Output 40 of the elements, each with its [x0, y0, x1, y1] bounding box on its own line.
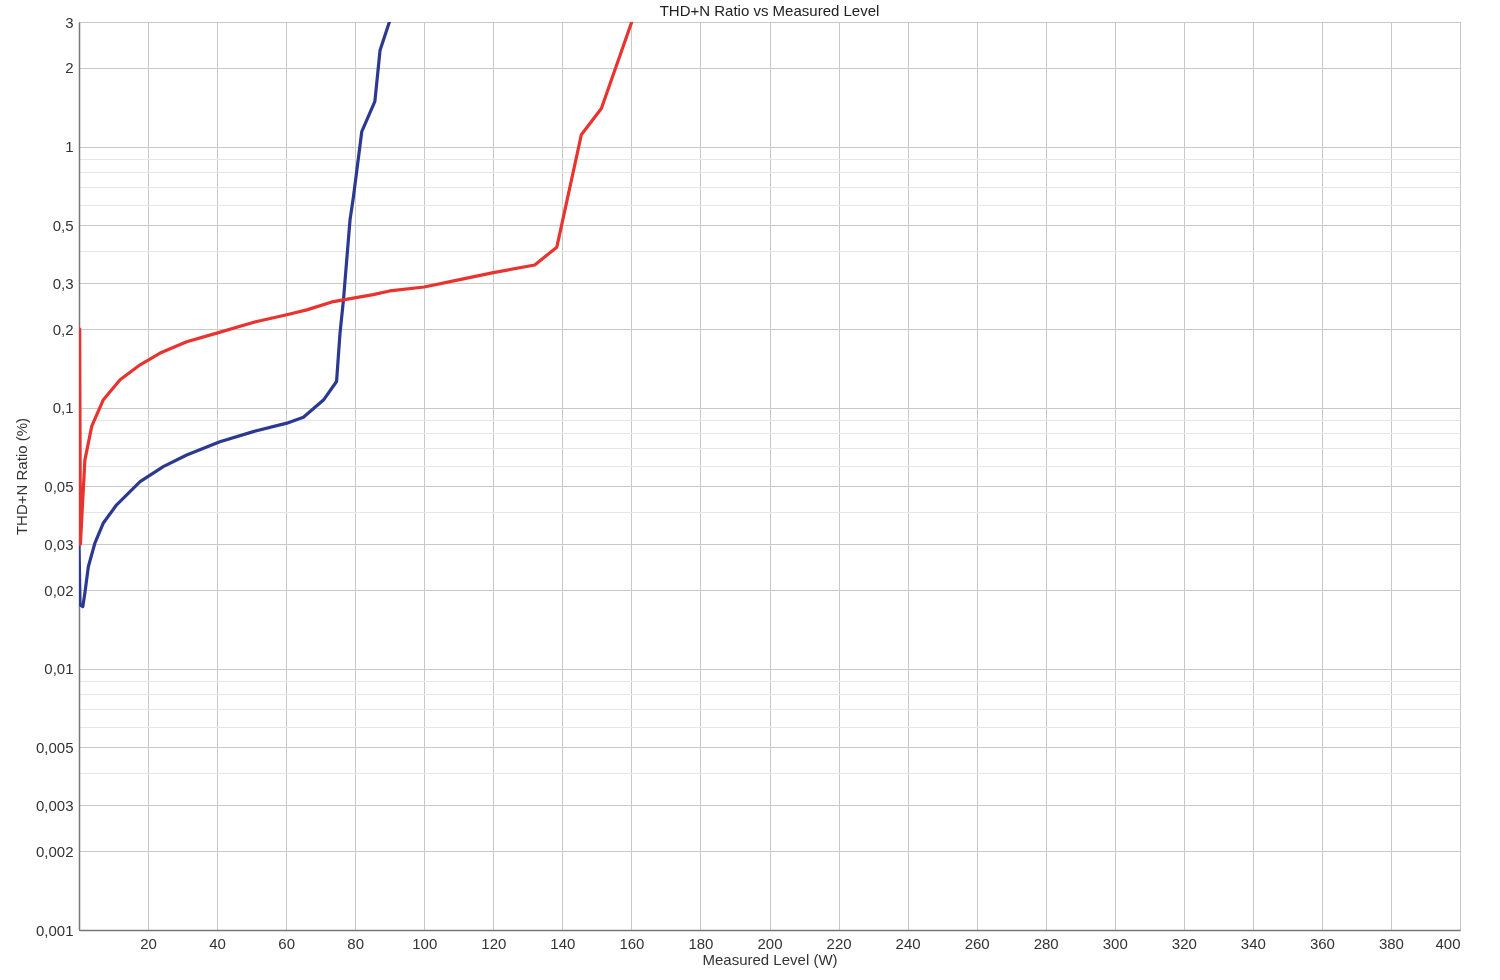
x-tick-label: 20 [140, 934, 157, 952]
y-tick-label: 0,1 [52, 399, 74, 417]
x-tick-label: 360 [1309, 934, 1335, 952]
line-series [79, 22, 634, 546]
x-tick-label: 80 [347, 934, 365, 952]
x-tick-label: 60 [278, 934, 295, 952]
y-tick-label: 0,05 [44, 477, 74, 495]
y-tick-label: 0,001 [35, 921, 74, 939]
x-tick-label: 140 [550, 934, 576, 952]
x-tick-label: 160 [619, 934, 645, 952]
x-tick-label: 260 [964, 934, 990, 952]
x-tick-label: 100 [412, 934, 438, 952]
x-tick-label: 120 [481, 934, 507, 952]
x-tick-label: 40 [209, 934, 226, 952]
y-tick-label: 0,002 [35, 842, 74, 860]
x-tick-label: 320 [1171, 934, 1197, 952]
chart-title: THD+N Ratio vs Measured Level [659, 2, 880, 19]
y-tick-label: 0,5 [52, 216, 74, 234]
x-tick-label: 240 [895, 934, 921, 952]
x-tick-label: 380 [1378, 934, 1404, 952]
y-tick-label: 0,03 [44, 535, 74, 553]
x-tick-label: 400 [1435, 934, 1461, 952]
y-tick-label: 0,01 [44, 660, 74, 678]
x-tick-label: 340 [1240, 934, 1266, 952]
y-tick-label: 0,2 [52, 320, 74, 338]
x-tick-label: 180 [688, 934, 714, 952]
y-tick-label: 0,3 [52, 274, 74, 292]
y-tick-label: 0,003 [35, 796, 74, 814]
x-axis-title: Measured Level (W) [702, 950, 838, 968]
x-tick-label: 200 [757, 934, 783, 952]
line-series [79, 22, 391, 609]
x-tick-label: 300 [1102, 934, 1128, 952]
x-tick-label: 220 [826, 934, 852, 952]
y-axis-title: THD+N Ratio (%) [12, 417, 30, 536]
y-tick-label: 1 [65, 138, 74, 156]
y-tick-label: 0,005 [35, 738, 74, 756]
y-tick-label: 2 [65, 59, 74, 77]
x-tick-label: 280 [1033, 934, 1059, 952]
y-tick-label: 3 [65, 13, 74, 31]
y-tick-label: 0,02 [44, 581, 74, 599]
